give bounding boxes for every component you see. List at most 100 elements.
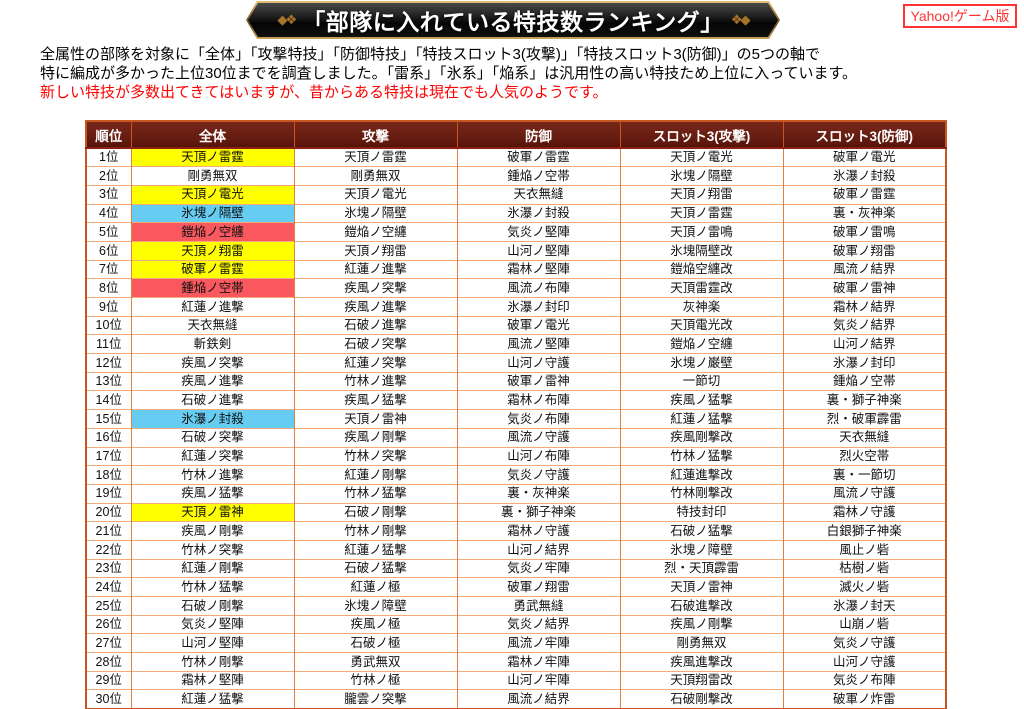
- skill-cell: 霜林ノ守護: [782, 502, 946, 522]
- skill-cell: 気炎ノ牢陣: [456, 558, 620, 578]
- yahoo-game-version-badge: Yahoo!ゲーム版: [903, 4, 1017, 28]
- skill-cell: 石破ノ剛撃: [293, 502, 457, 522]
- skill-cell: 疾風ノ極: [293, 614, 457, 634]
- skill-cell: 石破ノ猛撃: [619, 521, 783, 541]
- table-row: 25位 石破ノ剛撃 氷塊ノ障壁 勇武無縫 石破進撃改 氷瀑ノ封天: [85, 596, 946, 616]
- skill-cell: 天衣無縫: [456, 184, 620, 205]
- table-header-row: 順位 全体 攻撃 防御 スロット3(攻撃) スロット3(防御): [85, 121, 946, 149]
- skill-cell: 氷塊ノ障壁: [293, 596, 457, 616]
- skill-cell: 竹林ノ突撃: [130, 539, 294, 560]
- skill-cell: 竹林ノ極: [293, 670, 457, 690]
- skill-cell: 白銀獅子神楽: [782, 521, 946, 541]
- skill-cell: 天衣無縫: [130, 315, 294, 335]
- skill-cell: 鍾焔ノ空帯: [130, 278, 294, 298]
- table-row: 5位 鎧焔ノ空纏 鎧焔ノ空纏 気炎ノ堅陣 天頂ノ雷鳴 破軍ノ雷鳴: [85, 222, 946, 242]
- rank-cell: 12位: [85, 353, 131, 373]
- table-row: 15位 氷瀑ノ封殺 天頂ノ雷神 気炎ノ布陣 紅蓮ノ猛撃 烈・破軍霹雷: [85, 409, 946, 429]
- rank-cell: 9位: [85, 297, 131, 317]
- rank-cell: 11位: [85, 334, 131, 354]
- skill-cell: 竹林ノ進撃: [130, 465, 294, 485]
- skill-cell: 山河ノ結界: [782, 334, 946, 354]
- table-row: 3位 天頂ノ電光 天頂ノ電光 天衣無縫 天頂ノ翔雷 破軍ノ雷霆: [85, 184, 946, 205]
- rank-cell: 14位: [85, 390, 131, 410]
- skill-cell: 竹林ノ突撃: [293, 446, 457, 466]
- table-row: 23位 紅蓮ノ剛撃 石破ノ猛撃 気炎ノ牢陣 烈・天頂霹雷 枯樹ノ砦: [85, 558, 946, 578]
- skill-cell: 天頂ノ雷霆: [130, 147, 294, 167]
- table-row: 4位 氷塊ノ隔壁 氷塊ノ隔壁 氷瀑ノ封殺 天頂ノ雷霆 裏・灰神楽: [85, 203, 946, 223]
- skill-cell: 破軍ノ雷神: [782, 278, 946, 298]
- skill-cell: 紅蓮ノ猛撃: [130, 689, 294, 709]
- skill-cell: 気炎ノ守護: [782, 633, 946, 653]
- skill-cell: 山河ノ守護: [456, 353, 620, 373]
- skill-cell: 氷塊ノ隔壁: [130, 203, 294, 223]
- table-row: 30位 紅蓮ノ猛撃 朧雲ノ突撃 風流ノ結界 石破剛撃改 破軍ノ炸雷: [85, 689, 946, 709]
- skill-cell: 天頂ノ雷神: [293, 409, 457, 429]
- rank-cell: 25位: [85, 596, 131, 616]
- skill-cell: 氷瀑ノ封殺: [130, 409, 294, 429]
- skill-cell: 天頂ノ翔雷: [619, 184, 783, 205]
- rank-cell: 28位: [85, 652, 131, 672]
- table-row: 29位 霜林ノ堅陣 竹林ノ極 山河ノ牢陣 天頂翔雷改 気炎ノ布陣: [85, 670, 946, 690]
- skill-cell: 疾風ノ剛撃: [619, 614, 783, 634]
- skill-cell: 石破ノ進撃: [130, 390, 294, 410]
- skill-cell: 勇武無縫: [456, 596, 620, 616]
- skill-cell: 裏・灰神楽: [456, 483, 620, 504]
- column-header-0: 順位: [85, 121, 131, 149]
- skill-cell: 竹林ノ猛撃: [293, 483, 457, 504]
- table-row: 17位 紅蓮ノ突撃 竹林ノ突撃 山河ノ布陣 竹林ノ猛撃 烈火空帯: [85, 446, 946, 466]
- skill-cell: 天頂電光改: [619, 315, 783, 335]
- skill-cell: 気炎ノ守護: [456, 465, 620, 485]
- skill-cell: 石破ノ剛撃: [130, 596, 294, 616]
- rank-cell: 18位: [85, 465, 131, 485]
- skill-cell: 紅蓮ノ剛撃: [293, 465, 457, 485]
- rank-cell: 7位: [85, 259, 131, 279]
- skill-cell: 斬鉄剣: [130, 334, 294, 354]
- skill-cell: 破軍ノ翔雷: [456, 577, 620, 597]
- skill-cell: 剛勇無双: [130, 166, 294, 186]
- diamond-ornament-right-icon: ❖◆: [730, 12, 749, 27]
- intro-line-2: 特に編成が多かった上位30位までを調査しました。「雷系」「氷系」「焔系」は汎用性…: [40, 65, 857, 82]
- skill-cell: 天頂ノ雷神: [619, 577, 783, 597]
- table-row: 26位 気炎ノ堅陣 疾風ノ極 気炎ノ結界 疾風ノ剛撃 山崩ノ砦: [85, 614, 946, 634]
- skill-cell: 剛勇無双: [619, 633, 783, 653]
- table-row: 9位 紅蓮ノ進撃 疾風ノ進撃 氷瀑ノ封印 灰神楽 霜林ノ結界: [85, 297, 946, 317]
- rank-cell: 30位: [85, 689, 131, 709]
- skill-cell: 鎧焔空纏改: [619, 259, 783, 279]
- skill-cell: 裏・一節切: [782, 465, 946, 485]
- skill-cell: 鍾焔ノ空帯: [456, 166, 620, 186]
- skill-cell: 疾風ノ剛撃: [293, 427, 457, 447]
- skill-cell: 石破ノ進撃: [293, 315, 457, 335]
- table-row: 16位 石破ノ突撃 疾風ノ剛撃 風流ノ守護 疾風剛撃改 天衣無縫: [85, 427, 946, 447]
- skill-cell: 山河ノ堅陣: [130, 633, 294, 653]
- skill-cell: 氷瀑ノ封殺: [456, 203, 620, 223]
- skill-cell: 破軍ノ雷霆: [130, 259, 294, 279]
- table-row: 12位 疾風ノ突撃 紅蓮ノ突撃 山河ノ守護 氷塊ノ巌壁 氷瀑ノ封印: [85, 353, 946, 373]
- rank-cell: 4位: [85, 203, 131, 223]
- skill-cell: 紅蓮進撃改: [619, 465, 783, 485]
- skill-cell: 疾風進撃改: [619, 652, 783, 672]
- intro-line-3-red: 新しい特技が多数出てきてはいますが、昔からある特技は現在でも人気のようです。: [40, 84, 608, 101]
- skill-cell: 気炎ノ布陣: [456, 409, 620, 429]
- table-row: 21位 疾風ノ剛撃 竹林ノ剛撃 霜林ノ守護 石破ノ猛撃 白銀獅子神楽: [85, 521, 946, 541]
- intro-text: 全属性の部隊を対象に「全体」「攻撃特技」「防御特技」「特技スロット3(攻撃)」「…: [40, 45, 857, 102]
- rank-cell: 15位: [85, 409, 131, 429]
- skill-cell: 裏・灰神楽: [782, 203, 946, 223]
- skill-cell: 天頂雷霆改: [619, 278, 783, 298]
- skill-cell: 勇武無双: [293, 652, 457, 672]
- skill-cell: 紅蓮ノ突撃: [130, 446, 294, 466]
- rank-cell: 21位: [85, 521, 131, 541]
- skill-cell: 剛勇無双: [293, 166, 457, 186]
- skill-cell: 気炎ノ堅陣: [130, 614, 294, 634]
- table-row: 28位 竹林ノ剛撃 勇武無双 霜林ノ牢陣 疾風進撃改 山河ノ守護: [85, 652, 946, 672]
- table-row: 24位 竹林ノ猛撃 紅蓮ノ極 破軍ノ翔雷 天頂ノ雷神 滅火ノ砦: [85, 577, 946, 597]
- skill-cell: 破軍ノ雷霆: [456, 147, 620, 167]
- skill-cell: 霜林ノ堅陣: [130, 670, 294, 690]
- title-banner-inner: ◆❖ 「部隊に入れている特技数ランキング」 ❖◆: [248, 3, 778, 37]
- rank-cell: 3位: [85, 184, 131, 205]
- skill-cell: 天頂ノ電光: [130, 184, 294, 205]
- skill-cell: 鎧焔ノ空纏: [619, 334, 783, 354]
- skill-cell: 石破ノ突撃: [293, 334, 457, 354]
- skill-cell: 竹林ノ進撃: [293, 371, 457, 391]
- skill-cell: 天頂ノ電光: [619, 147, 783, 167]
